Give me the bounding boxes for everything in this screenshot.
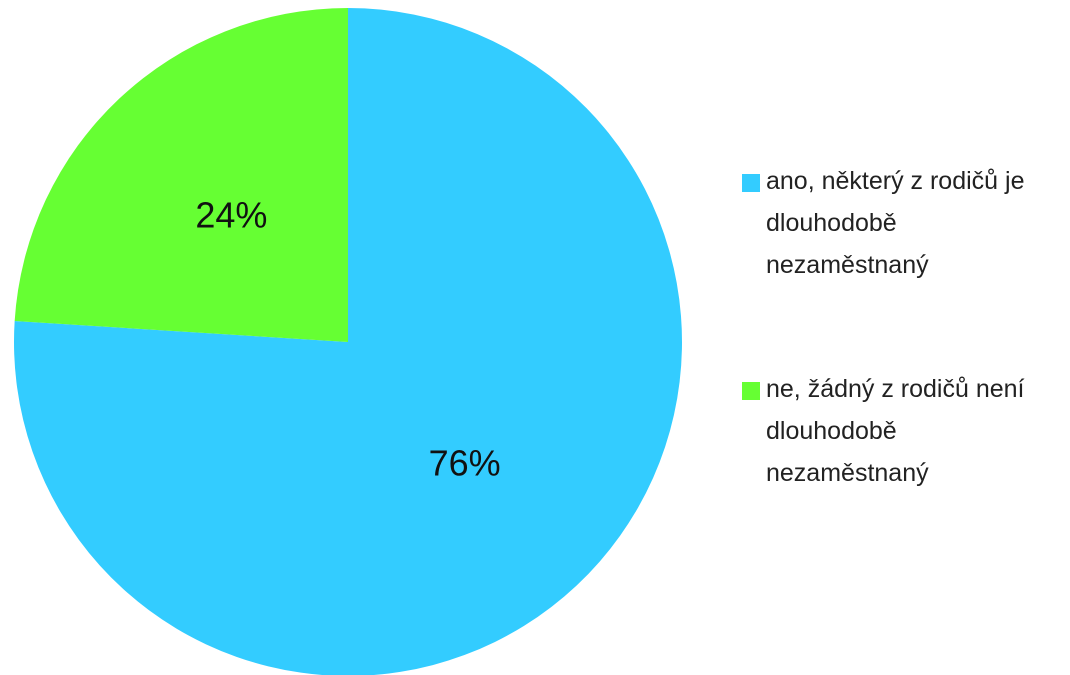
data-label: 24% xyxy=(195,194,267,235)
legend-swatch xyxy=(742,174,760,192)
legend-label: ano, některý z rodičů je dlouhodobě neza… xyxy=(766,167,1025,279)
legend-label: ne, žádný z rodičů není dlouhodobě nezam… xyxy=(766,375,1025,487)
legend-item: ano, některý z rodičů je dlouhodobě neza… xyxy=(742,160,1062,286)
legend-swatch xyxy=(742,382,760,400)
legend: ano, některý z rodičů je dlouhodobě neza… xyxy=(742,160,1062,576)
legend-item: ne, žádný z rodičů není dlouhodobě nezam… xyxy=(742,368,1062,494)
pie: 76% 24% xyxy=(14,8,682,675)
data-label: 76% xyxy=(429,443,501,484)
pie-slice xyxy=(14,8,682,675)
pie-slice xyxy=(14,8,349,342)
